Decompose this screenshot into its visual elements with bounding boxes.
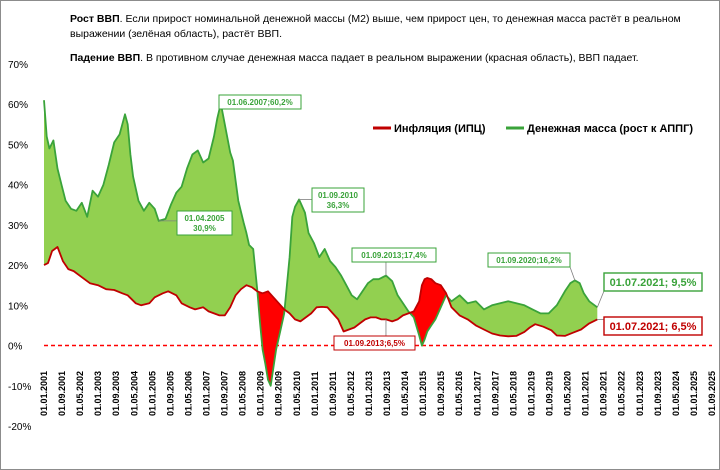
x-tick-label: 01.05.2020: [563, 371, 573, 416]
y-tick-label: 0%: [8, 342, 23, 353]
annotation-box: [176, 210, 233, 236]
x-tick-label: 01.01.2021: [581, 371, 591, 416]
annotation-label: 01.06.2007;60,2%: [227, 98, 292, 107]
y-tick-label: -10%: [8, 382, 31, 393]
annotation-box: [218, 94, 302, 110]
x-tick-label: 01.09.2017: [490, 371, 500, 416]
annotation-label: 01.04.2005: [184, 214, 225, 223]
y-tick-label: 20%: [8, 261, 28, 272]
x-tick-label: 01.01.2025: [689, 371, 699, 416]
annotation-label: 01.09.2013;17,4%: [361, 251, 426, 260]
intro-text: Рост ВВП. Если прирост номинальной денеж…: [70, 12, 710, 75]
y-tick-label: 10%: [8, 301, 28, 312]
growth-area: [44, 100, 258, 316]
x-tick-label: 01.09.2011: [328, 371, 338, 416]
x-tick-label: 01.01.2005: [147, 371, 157, 416]
y-tick-label: 50%: [8, 140, 28, 151]
inflation-line: [43, 246, 598, 338]
y-tick-label: 40%: [8, 181, 28, 192]
decline-text: . В противном случае денежная масса пада…: [140, 52, 639, 64]
annotation-box: [487, 252, 571, 268]
y-tick-label: 30%: [8, 221, 28, 232]
growth-area: [284, 200, 410, 332]
y-tick-label: 60%: [8, 100, 28, 111]
decline-title: Падение ВВП: [70, 52, 141, 64]
x-tick-label: 01.05.2024: [671, 371, 681, 416]
x-tick-label: 01.09.2015: [436, 371, 446, 416]
x-tick-label: 01.01.2019: [526, 371, 536, 416]
x-tick-label: 01.01.2001: [39, 371, 49, 416]
x-tick-label: 01.05.2010: [292, 371, 302, 416]
growth-area: [447, 280, 598, 337]
x-tick-label: 01.09.2005: [165, 371, 175, 416]
x-tick-label: 01.01.2011: [310, 371, 320, 416]
growth-text: . Если прирост номинальной денежной масс…: [70, 13, 681, 40]
annotation-label: 01.09.2013;6,5%: [344, 339, 405, 348]
annotation-leader: [596, 290, 605, 308]
x-tick-label: 01.05.2014: [400, 371, 410, 416]
x-tick-label: 01.01.2003: [93, 371, 103, 416]
x-tick-label: 01.05.2002: [75, 371, 85, 416]
legend-money-label: Денежная масса (рост к АППГ): [527, 123, 693, 135]
decline-area: [409, 278, 448, 346]
annotation-label: 01.07.2021; 9,5%: [610, 277, 697, 289]
annotation-box: [333, 335, 416, 351]
x-tick-label: 01.09.2001: [57, 371, 67, 416]
x-tick-label: 01.05.2016: [454, 371, 464, 416]
y-tick-label: -20%: [8, 422, 31, 433]
growth-title: Рост ВВП: [70, 13, 120, 25]
x-tick-label: 01.01.2015: [418, 371, 428, 416]
annotation-box: [603, 272, 703, 292]
annotation-label: 01.09.2020;16,2%: [496, 256, 561, 265]
x-tick-label: 01.05.2012: [346, 371, 356, 416]
decline-paragraph: Падение ВВП. В противном случае денежная…: [70, 51, 710, 66]
legend-inflation-label: Инфляция (ИПЦ): [394, 123, 486, 135]
annotation-box: [603, 316, 703, 336]
x-tick-label: 01.01.2007: [201, 371, 211, 416]
annotation-box: [311, 187, 365, 213]
annotation-label: 30,9%: [193, 224, 216, 233]
x-tick-label: 01.05.2004: [129, 371, 139, 416]
x-tick-label: 01.09.2021: [599, 371, 609, 416]
x-tick-label: 01.01.2023: [635, 371, 645, 416]
annotation-label: 36,3%: [327, 201, 350, 210]
x-tick-label: 01.05.2018: [508, 371, 518, 416]
x-tick-label: 01.09.2025: [707, 371, 717, 416]
x-tick-label: 01.05.2006: [183, 371, 193, 416]
annotation-label: 01.07.2021; 6,5%: [610, 321, 697, 333]
decline-area: [257, 289, 285, 386]
x-tick-label: 01.09.2007: [220, 371, 230, 416]
x-tick-label: 01.05.2008: [238, 371, 248, 416]
growth-paragraph: Рост ВВП. Если прирост номинальной денеж…: [70, 12, 710, 42]
x-tick-label: 01.09.2003: [111, 371, 121, 416]
x-tick-label: 01.01.2017: [472, 371, 482, 416]
annotation-label: 01.09.2010: [318, 191, 359, 200]
y-tick-label: 70%: [8, 60, 28, 71]
annotation-leader: [569, 266, 576, 281]
x-tick-label: 01.01.2009: [256, 371, 266, 416]
x-tick-label: 01.09.2023: [653, 371, 663, 416]
x-tick-label: 01.09.2009: [274, 371, 284, 416]
x-tick-label: 01.01.2013: [364, 371, 374, 416]
x-tick-label: 01.05.2022: [617, 371, 627, 416]
money-supply-line: [43, 100, 598, 387]
x-tick-label: 01.09.2019: [545, 371, 555, 416]
annotation-box: [351, 247, 437, 263]
x-tick-label: 01.09.2013: [382, 371, 392, 416]
